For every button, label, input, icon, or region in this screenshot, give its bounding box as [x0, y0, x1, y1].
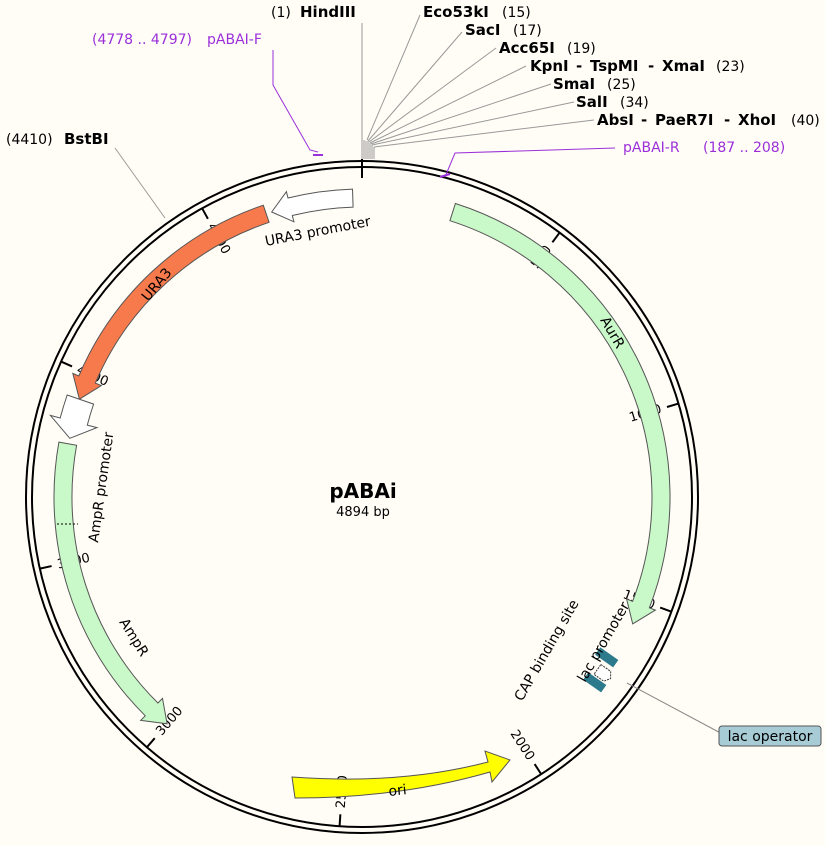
svg-text:-: - — [641, 111, 647, 129]
aur-feature-arrow[interactable] — [449, 202, 671, 625]
tick-500 — [551, 232, 561, 243]
cap-site-label: CAP binding site — [512, 597, 583, 704]
bstbi-name[interactable]: BstBI — [64, 130, 109, 148]
restriction-site-labels: (1) HindIII Eco53kI (15) SacI (17) Acc65… — [6, 3, 820, 148]
tick-4000 — [60, 360, 73, 368]
saci-name[interactable]: SacI — [465, 21, 500, 39]
kpni-name[interactable]: KpnI — [530, 57, 569, 75]
ori-label: ori — [388, 782, 408, 800]
xmai-name[interactable]: XmaI — [662, 57, 705, 75]
ampr-promoter-arrow[interactable] — [48, 394, 99, 439]
paer7i-name[interactable]: PaeR7I — [655, 111, 713, 129]
primer-leaders — [272, 50, 616, 178]
svg-text:-: - — [576, 57, 582, 75]
ori-feature-arrow[interactable] — [291, 750, 511, 799]
ura3-promoter-label: URA3 promoter — [264, 214, 373, 250]
ampr-promoter-label: AmpR promoter — [86, 431, 117, 544]
ura3-feature-arrow[interactable] — [72, 204, 270, 400]
sali-name[interactable]: SalI — [576, 93, 608, 111]
primer-labels: (4778 .. 4797) pABAI-F pABAI-R (187 .. 2… — [92, 32, 785, 156]
saci-pos: (17) — [513, 23, 542, 39]
bstbi-pos: (4410) — [6, 132, 53, 148]
lac-operator-leader — [626, 682, 729, 738]
tick-1500 — [659, 606, 672, 613]
primer-r-name[interactable]: pABAI-R — [623, 140, 680, 156]
primer-f-range: (4778 .. 4797) — [92, 32, 192, 48]
acc65i-pos: (19) — [567, 41, 596, 57]
svg-text:-: - — [648, 57, 654, 75]
acc65i-name[interactable]: Acc65I — [499, 39, 555, 57]
smai-pos: (25) — [607, 77, 636, 93]
plasmid-length: 4894 bp — [336, 505, 390, 520]
plasmid-name: pABAi — [329, 479, 396, 503]
amp-label: AmpR — [116, 616, 152, 660]
lac-region — [583, 647, 729, 738]
amp-feature-arrow[interactable] — [53, 441, 168, 725]
eco53ki-pos: (15) — [502, 5, 531, 21]
hindiii-pos: (1) — [271, 5, 291, 21]
svg-text:-: - — [724, 111, 730, 129]
tick-4500 — [201, 207, 209, 220]
primer-r-range: (187 .. 208) — [703, 140, 785, 156]
absi-pos: (40) — [791, 113, 820, 129]
smai-name[interactable]: SmaI — [553, 75, 595, 93]
xhoi-name[interactable]: XhoI — [738, 111, 776, 129]
tick-label-2000: 2000 — [507, 727, 538, 763]
ura3-promoter-arrow[interactable] — [270, 188, 354, 223]
lac-operator-box[interactable] — [583, 672, 607, 693]
absi-name[interactable]: AbsI — [597, 111, 634, 129]
lac-operator-label: lac operator — [728, 729, 813, 745]
tick-2000 — [533, 763, 542, 775]
eco53ki-name[interactable]: Eco53kI — [423, 3, 489, 21]
site-leaders — [114, 14, 595, 219]
sali-pos: (34) — [620, 95, 649, 111]
kpni-pos: (23) — [716, 59, 745, 75]
tick-2500 — [338, 814, 342, 827]
tspmi-name[interactable]: TspMI — [590, 57, 638, 75]
lac-promoter-arrow[interactable] — [593, 663, 614, 683]
tick-3000 — [146, 737, 156, 748]
tick-1000 — [666, 402, 679, 408]
hindiii-name[interactable]: HindIII — [300, 3, 356, 21]
tick-3500 — [39, 565, 52, 570]
primer-f-name[interactable]: pABAI-F — [207, 32, 262, 48]
lac-operator-callout[interactable] — [718, 725, 822, 747]
cap-site-box[interactable] — [595, 647, 619, 668]
